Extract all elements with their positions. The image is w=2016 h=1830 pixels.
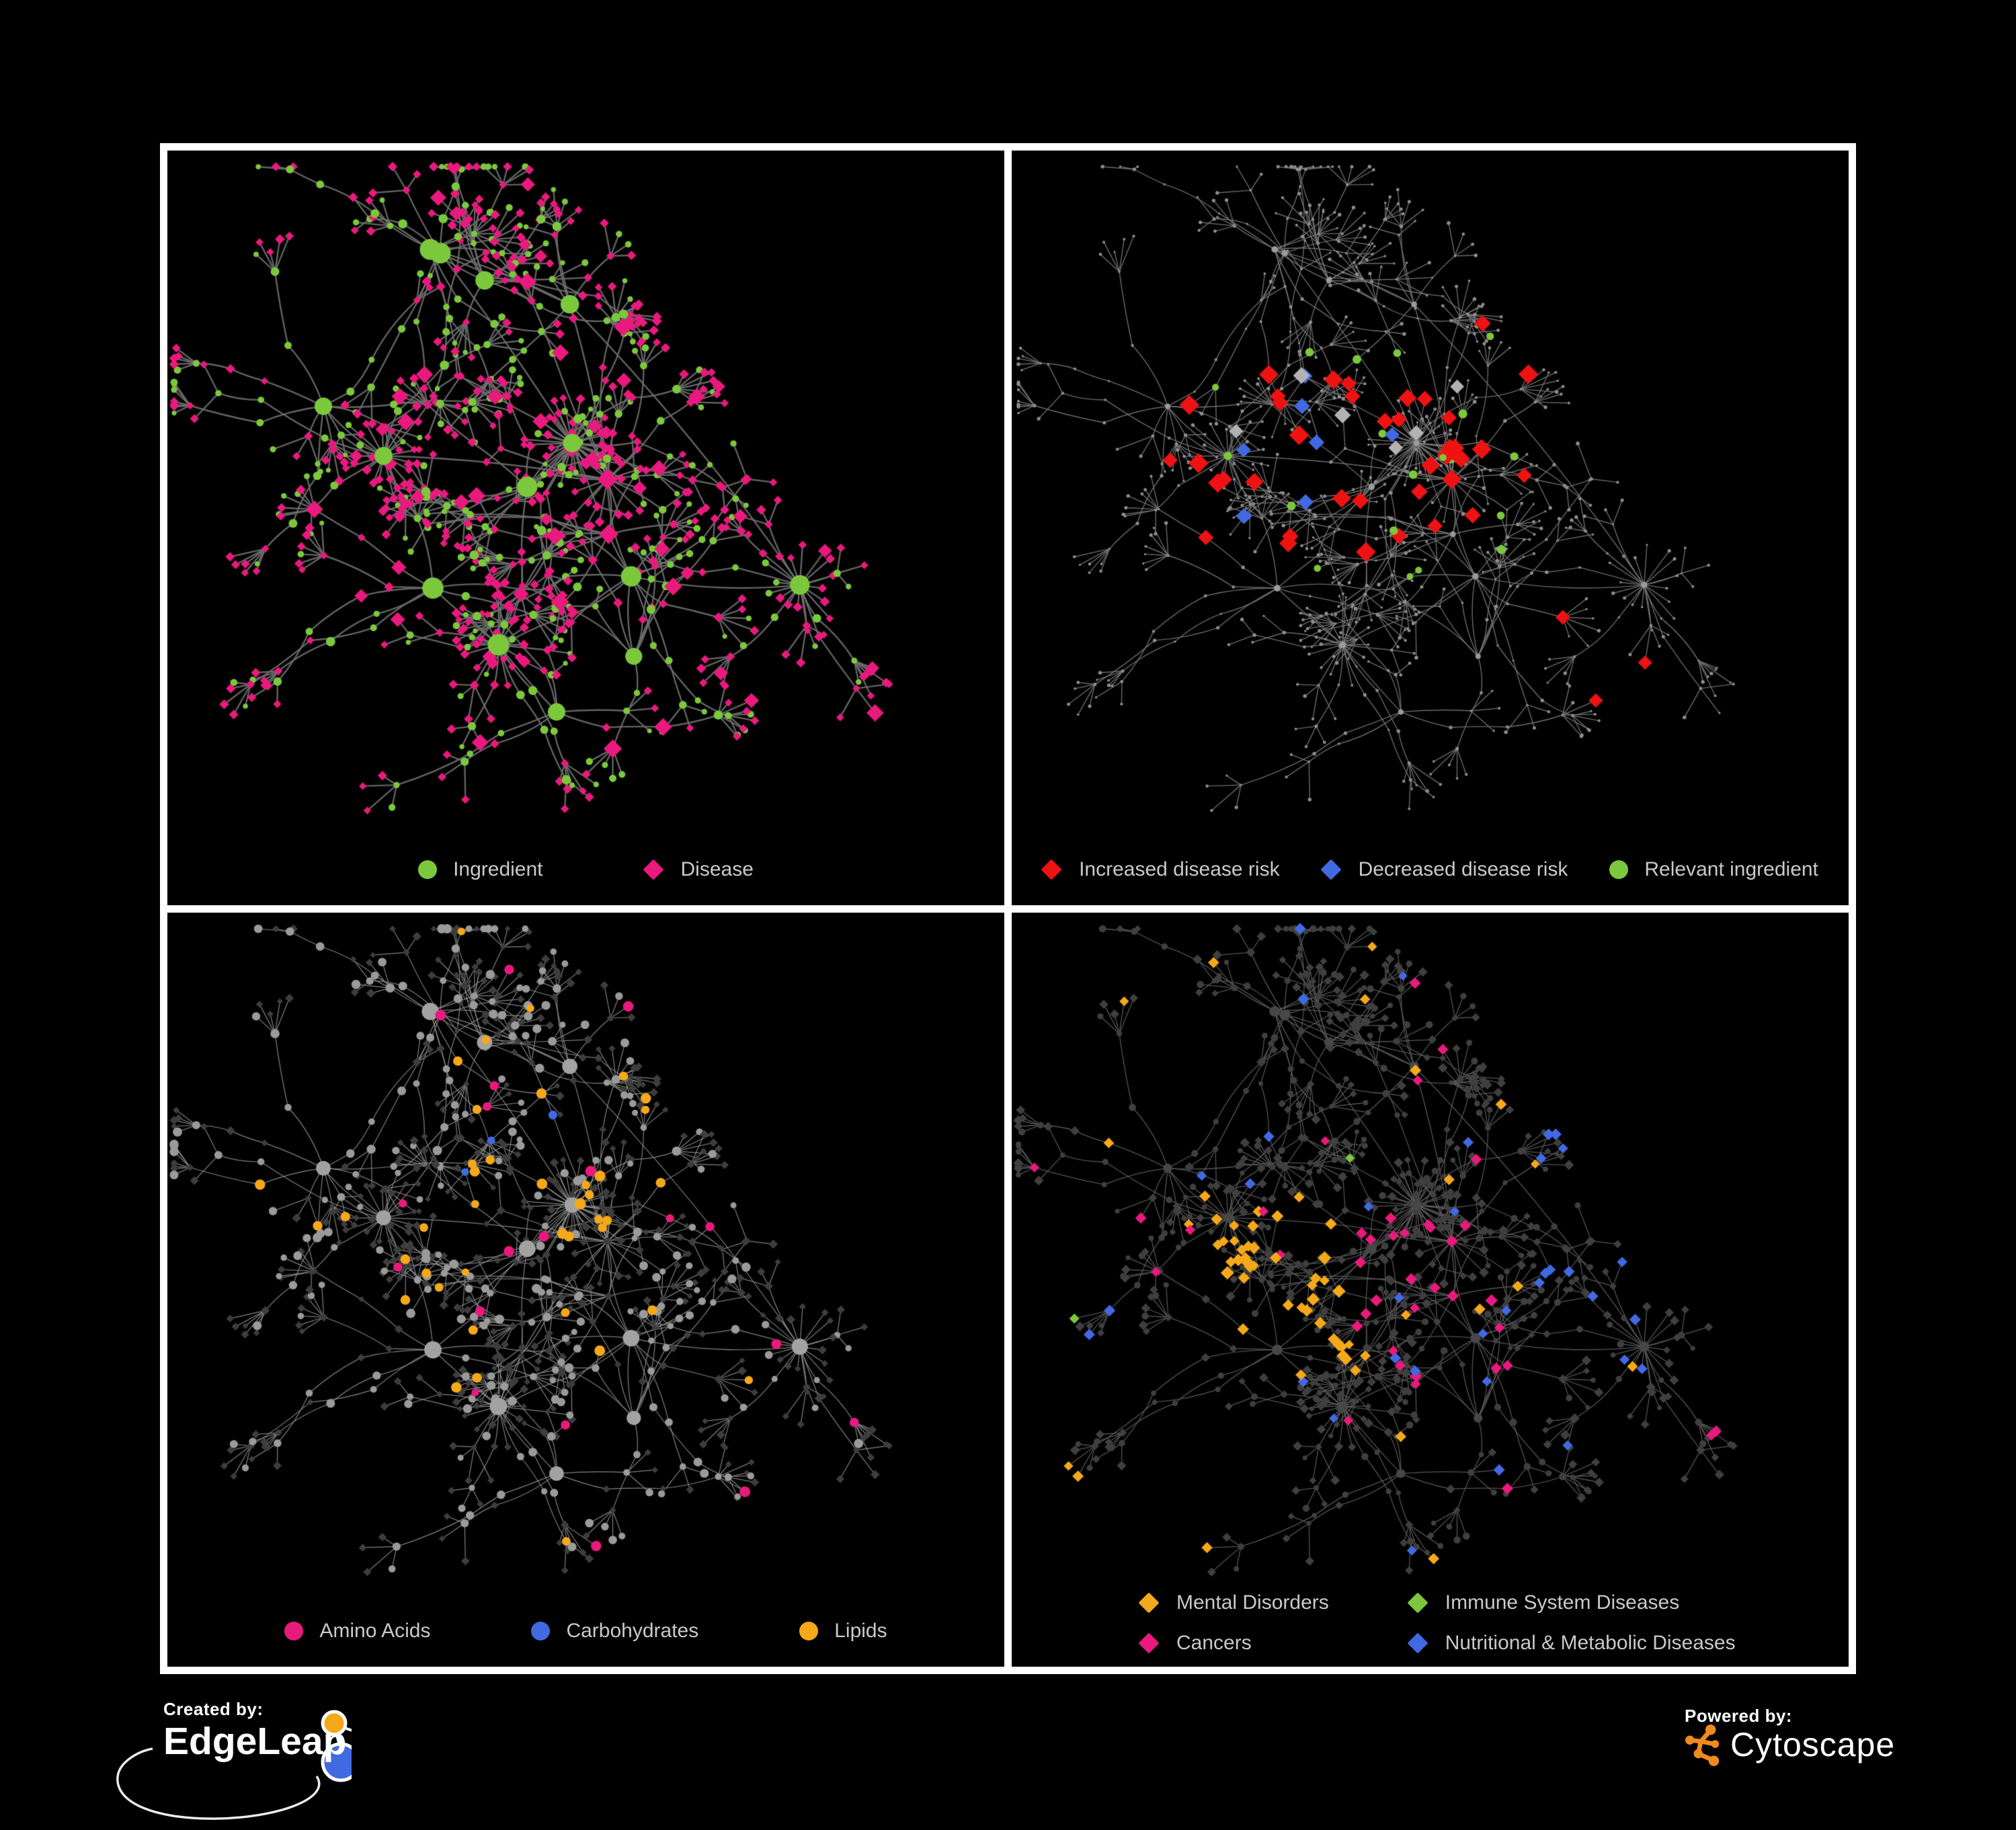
ingredient-disease-network-canvas: [167, 151, 1004, 905]
legend-label: Decreased disease risk: [1358, 858, 1568, 880]
legend-label: Cancers: [1176, 1632, 1252, 1654]
ingredient-disease-legend: Ingredient Disease: [167, 858, 1004, 881]
diamond-marker: [1138, 1632, 1160, 1654]
diamond-marker: [1138, 1592, 1160, 1614]
diamond-marker: [642, 858, 664, 880]
legend-item-disease: Disease: [642, 858, 754, 881]
legend-item-amino-acids: Amino Acids: [284, 1620, 430, 1642]
edgeleap-wordmark: EdgeLeap: [163, 1720, 347, 1763]
legend-item-decreased-disease-risk: Decreased disease risk: [1320, 858, 1568, 881]
nutrient-classes-legend: Amino Acids Carbohydrates Lipids: [167, 1620, 1004, 1642]
legend-label: Immune System Diseases: [1445, 1591, 1680, 1614]
legend-label: Nutritional & Metabolic Diseases: [1445, 1632, 1736, 1654]
legend-item-lipids: Lipids: [799, 1620, 887, 1642]
diamond-marker: [1407, 1592, 1428, 1614]
circle-marker: [531, 1622, 551, 1640]
legend-label: Carbohydrates: [566, 1620, 699, 1642]
legend-label: Mental Disorders: [1176, 1591, 1329, 1614]
created-by-block: Created by: EdgeLeap: [116, 1699, 432, 1820]
cytoscape-logo: [1685, 1724, 1720, 1766]
diamond-marker: [1320, 858, 1342, 880]
circle-marker: [418, 860, 438, 879]
edgeleap-logo: [116, 1710, 352, 1820]
legend-item-mental-disorders: Mental Disorders: [1138, 1591, 1329, 1614]
legend-label: Increased disease risk: [1079, 858, 1280, 880]
powered-by-block: Powered by: Cytoscape: [1685, 1706, 1967, 1786]
disease-classes-legend: Mental Disorders Immune System Diseases Ca…: [1012, 1591, 1849, 1655]
panel-nutrient-classes: Amino Acids Carbohydrates Lipids: [167, 912, 1004, 1667]
legend-item-carbohydrates: Carbohydrates: [531, 1620, 698, 1642]
panels-grid: Ingredient Disease Increased disease risk…: [160, 143, 1856, 1674]
legend-item-cancers: Cancers: [1138, 1632, 1252, 1655]
panel-disease-classes: Mental Disorders Immune System Diseases Ca…: [1012, 912, 1849, 1667]
legend-label: Relevant ingredient: [1644, 858, 1818, 880]
circle-marker: [1609, 860, 1629, 879]
legend-label: Amino Acids: [319, 1620, 431, 1642]
disease-risk-legend: Increased disease risk Decreased disease …: [1012, 858, 1849, 881]
panel-ingredient-disease: Ingredient Disease: [167, 151, 1004, 905]
diamond-marker: [1041, 858, 1062, 880]
created-by-label: Created by:: [163, 1699, 264, 1719]
diamond-marker: [1407, 1632, 1428, 1654]
legend-label: Ingredient: [453, 858, 543, 880]
legend-item-increased-disease-risk: Increased disease risk: [1041, 858, 1280, 881]
legend-item-relevant-ingredient: Relevant ingredient: [1609, 858, 1818, 881]
cytoscape-wordmark: Cytoscape: [1730, 1726, 1896, 1763]
legend-item-immune-system-diseases: Immune System Diseases: [1407, 1591, 1680, 1614]
circle-marker: [799, 1622, 819, 1640]
powered-by-label: Powered by:: [1685, 1706, 1793, 1726]
legend-label: Lipids: [834, 1620, 887, 1642]
disease-risk-network-canvas: [1012, 151, 1849, 905]
legend-label: Disease: [680, 858, 754, 880]
nutrient-classes-network-canvas: [167, 912, 1004, 1667]
panel-disease-risk: Increased disease risk Decreased disease …: [1012, 151, 1849, 905]
legend-item-ingredient: Ingredient: [418, 858, 543, 881]
circle-marker: [284, 1622, 304, 1640]
legend-item-nutritional-metabolic-diseases: Nutritional & Metabolic Diseases: [1407, 1632, 1736, 1655]
disease-classes-network-canvas: [1012, 912, 1849, 1667]
